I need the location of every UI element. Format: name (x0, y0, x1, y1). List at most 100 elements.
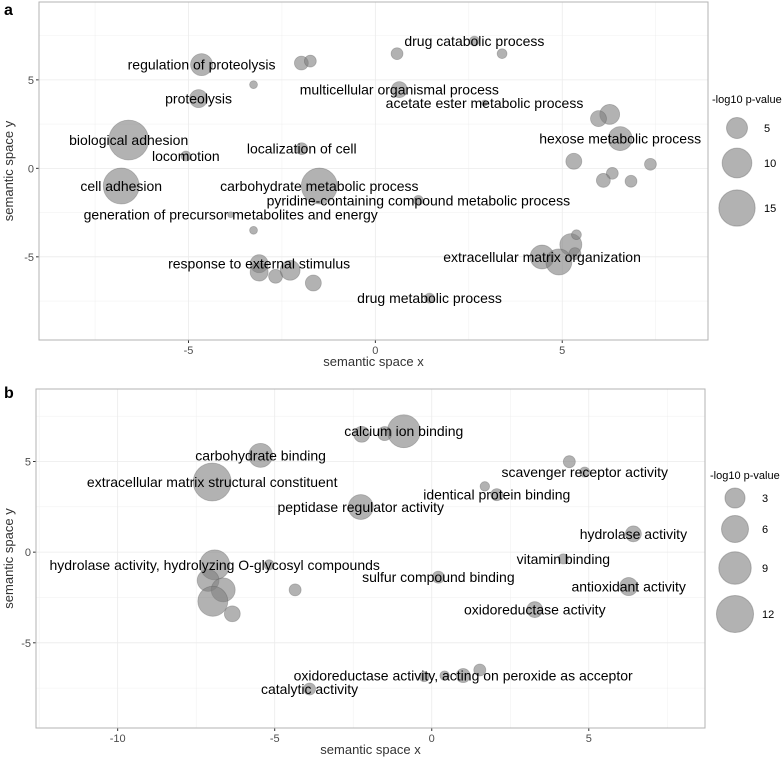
bubble (568, 247, 582, 260)
bubble (377, 426, 393, 442)
bubble-label: regulation of proteolysis (128, 57, 276, 73)
bubble-label: oxidoreductase activity, acting on perox… (294, 668, 633, 684)
bubble-label: calcium ion binding (344, 423, 463, 439)
x-tick-label: 0 (429, 733, 435, 745)
bubble (526, 601, 544, 618)
bubble (496, 48, 508, 59)
bubble-label: generation of precursor metabolites and … (84, 207, 378, 223)
bubble (571, 229, 582, 241)
y-tick-label: 5 (25, 457, 31, 469)
bubble (304, 54, 317, 68)
bubble-label: hydrolase activity (580, 526, 687, 542)
bubble (249, 262, 269, 282)
panel-letter: b (4, 385, 14, 402)
bubble-label: pyridine-containing compound metabolic p… (267, 192, 571, 208)
bubble-label: acetate ester metabolic process (386, 95, 584, 111)
bubble (249, 80, 258, 89)
bubble (625, 525, 642, 543)
x-axis-title: semantic space x (323, 354, 424, 369)
bubble-label: multicellular organismal process (300, 82, 499, 98)
legend-label: 6 (762, 524, 768, 536)
bubble (180, 150, 192, 162)
bubble (565, 152, 583, 170)
bubble (579, 466, 591, 478)
y-tick-label: 5 (28, 75, 34, 87)
bubble (562, 455, 576, 469)
bubble (545, 248, 573, 276)
bubbles (192, 414, 642, 696)
size-legend: -log10 p-value 5 10 15 (712, 94, 782, 227)
bubble-label: localization of cell (247, 141, 357, 157)
legend-bubble (721, 147, 753, 179)
bubble (624, 174, 638, 188)
bubble (390, 81, 408, 98)
bubble-label: antioxidant activity (571, 579, 685, 595)
legend-bubble (715, 594, 755, 634)
grid (39, 2, 708, 340)
y-tick-label: 0 (25, 547, 31, 559)
bubble (347, 494, 374, 520)
bubble-label: scavenger receptor activity (501, 464, 668, 480)
bubble (390, 47, 404, 61)
bubble (295, 142, 309, 156)
bubble-label: hexose metabolic process (539, 131, 701, 147)
labels: calcium ion binding carbohydrate binding e… (49, 423, 687, 697)
panel-b: b -10 -5 0 5 -5 0 5 semantic space x semantic spa… (1, 385, 780, 757)
y-axis-title: semantic space y (1, 120, 16, 221)
bubble-label: carbohydrate metabolic process (220, 178, 418, 194)
bubble (479, 481, 490, 492)
bubble (300, 167, 338, 205)
bubble (102, 167, 140, 205)
bubble (418, 671, 430, 683)
bubble-label: extracellular matrix organization (443, 249, 641, 265)
x-tick-label: 0 (372, 345, 378, 357)
bubble-label: catalytic activity (261, 681, 358, 697)
bubble-label: hydrolase activity, hydrolyzing O-glycos… (49, 557, 379, 573)
bubble-label: drug catabolic process (404, 33, 544, 49)
legend-title: -log10 p-value (712, 94, 782, 106)
bubble-label: cell adhesion (80, 178, 162, 194)
legend-title: -log10 p-value (710, 470, 780, 482)
legend-label: 5 (764, 123, 770, 135)
bubble (248, 442, 273, 468)
bubble (189, 89, 209, 109)
bubble (605, 166, 619, 180)
bubble (424, 292, 435, 304)
bubble-label: extracellular matrix structural constitu… (87, 474, 338, 490)
panel-a: a -5 0 5 -5 0 5 semantic space x semantic space … (1, 1, 782, 369)
bubble (590, 110, 607, 128)
bubble (469, 35, 480, 47)
bubbles (102, 35, 657, 304)
legend-bubble (718, 551, 752, 585)
bubble (353, 425, 371, 443)
bubble (223, 605, 241, 623)
bubble (288, 583, 302, 597)
bubble (304, 274, 322, 292)
bubble (413, 195, 424, 206)
panel-letter: a (4, 2, 13, 19)
bubble (595, 173, 611, 188)
bubble (249, 225, 258, 235)
legend-bubble (724, 487, 746, 509)
bubble (557, 553, 569, 565)
bubble (619, 577, 639, 597)
bubble (197, 585, 229, 617)
bubble (303, 682, 316, 696)
bubble-label: oxidoreductase activity (464, 602, 606, 618)
y-tick-label: -5 (21, 638, 31, 650)
bubble (279, 259, 301, 281)
bubble (607, 126, 633, 151)
bubble-label: sulfur compound binding (362, 569, 515, 585)
bubble-label: carbohydrate binding (195, 447, 326, 463)
legend-label: 15 (764, 203, 776, 215)
labels: biological adhesion cell adhesion carbohyd… (69, 33, 701, 306)
bubble (431, 570, 445, 584)
legend-label: 3 (762, 493, 768, 505)
legend-bubble (718, 189, 756, 227)
bubble-label: proteolysis (165, 91, 232, 107)
bubble (439, 670, 450, 681)
legend-bubble (721, 515, 749, 543)
legend-label: 10 (764, 158, 776, 170)
bubble (108, 119, 149, 161)
